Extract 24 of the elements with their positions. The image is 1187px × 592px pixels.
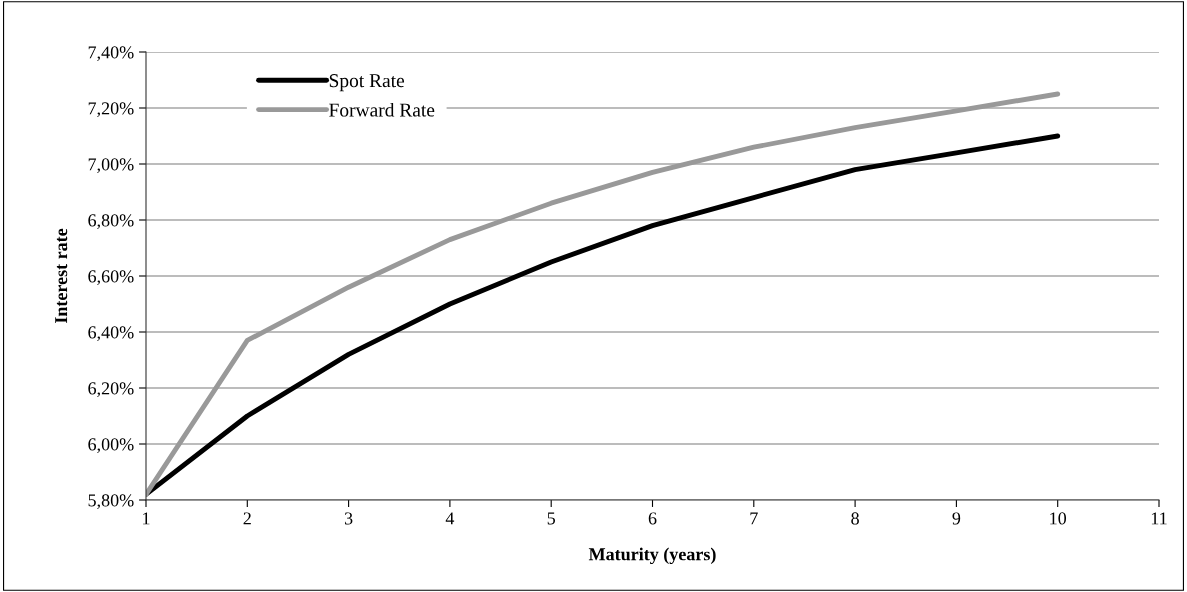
x-tick-label: 10 — [1050, 512, 1067, 525]
x-tick-label: 5 — [547, 512, 556, 525]
y-tick-label: 5,80% — [88, 494, 134, 510]
y-tick-label: 6,80% — [88, 214, 134, 230]
y-tick-label: 7,40% — [88, 46, 134, 62]
x-tick-label: 8 — [851, 512, 859, 525]
x-tick-label: 2 — [243, 512, 251, 525]
y-tick-label: 6,60% — [88, 270, 134, 286]
x-tick-label: 9 — [952, 512, 961, 525]
y-tick-label: 7,20% — [88, 102, 134, 118]
y-tick-label: 6,00% — [88, 438, 134, 454]
legend-label: Forward Rate — [329, 102, 435, 117]
x-tick-label: 3 — [344, 512, 353, 525]
x-tick-label: 6 — [648, 512, 657, 525]
x-tick-label: 4 — [445, 512, 455, 525]
y-tick-label: 6,20% — [88, 382, 134, 398]
y-tick-label: 6,40% — [88, 326, 134, 342]
x-tick-label: 11 — [1151, 512, 1167, 525]
y-tick-label: 7,00% — [88, 158, 134, 174]
x-tick-label: 1 — [143, 512, 150, 525]
y-axis-title: Interest rate — [55, 228, 68, 324]
x-tick-label: 7 — [750, 512, 758, 525]
legend-label: Spot Rate — [329, 74, 405, 92]
x-axis-title: Maturity (years) — [588, 547, 716, 565]
